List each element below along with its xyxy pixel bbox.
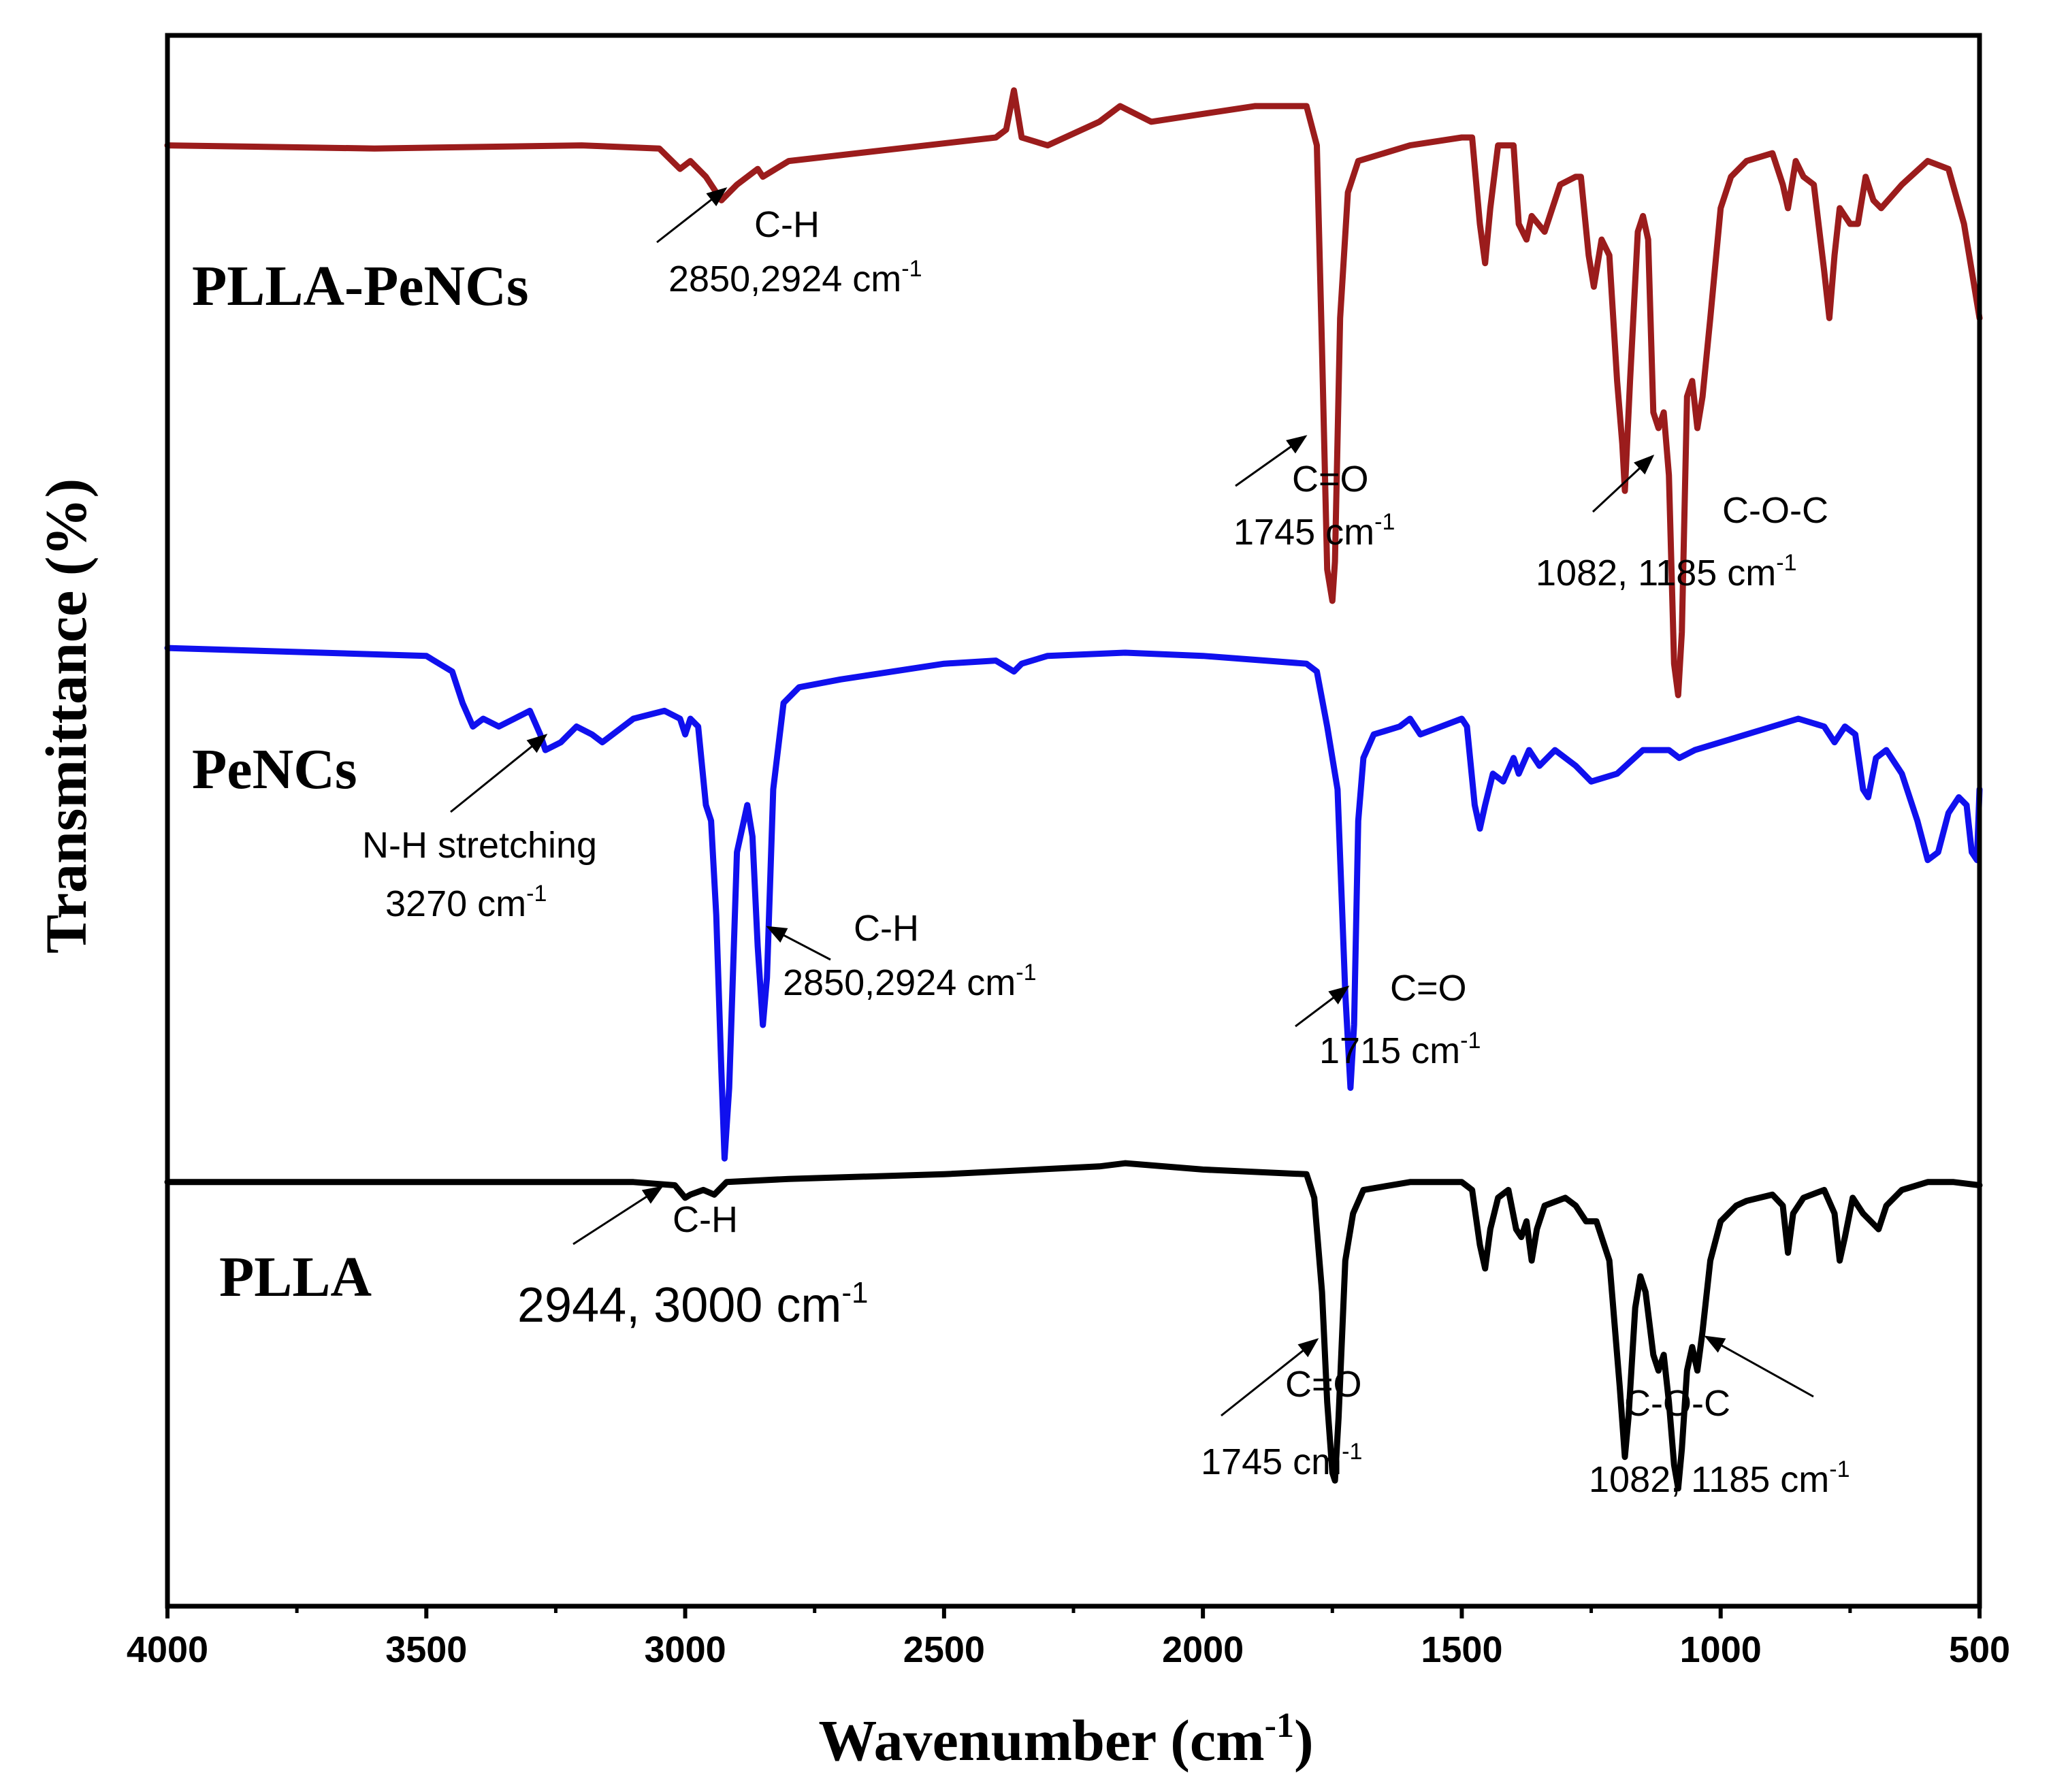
annotation-title: C=O	[1292, 459, 1369, 500]
x-tick-label: 2500	[903, 1629, 985, 1670]
annotation-value-text: 3270 cm	[385, 883, 526, 924]
annotation-value: 1082, 1185 cm-1	[1536, 550, 1796, 593]
annotation-value-sup: -1	[841, 1276, 868, 1309]
annotation-value: 1745 cm-1	[1201, 1439, 1362, 1482]
annotation-plla-pencs-co: C=O 1745 cm-1	[1233, 435, 1395, 553]
series-line-pencs	[164, 645, 1983, 1162]
annotation-arrow	[1592, 454, 1655, 513]
x-tick-label: 3000	[645, 1629, 726, 1670]
annotation-pencs-co: C=O 1715 cm-1	[1295, 968, 1481, 1071]
annotation-value-text: 1082, 1185 cm	[1536, 553, 1776, 593]
series-label-pencs: PeNCs	[192, 738, 357, 801]
series-layer	[164, 87, 1983, 1492]
annotation-arrow	[766, 926, 831, 961]
annotation-value-text: 2850,2924 cm	[783, 962, 1016, 1003]
annotations: C-H 2850,2924 cm-1 C=O 1745 cm-1 C-O-C 1…	[362, 187, 1850, 1500]
annotation-plla-co: C=O 1745 cm-1	[1201, 1338, 1362, 1482]
annotation-value: 1082, 1185 cm-1	[1589, 1456, 1850, 1500]
annotation-value: 1715 cm-1	[1319, 1028, 1481, 1071]
annotation-arrow	[1295, 985, 1350, 1028]
annotation-arrow	[1235, 435, 1308, 487]
annotation-value-text: 1745 cm	[1233, 512, 1374, 553]
annotation-arrow	[656, 187, 728, 244]
annotation-value-text: 1745 cm	[1201, 1441, 1342, 1482]
annotation-value-sup: -1	[1829, 1456, 1850, 1482]
annotation-plla-pencs-ch: C-H 2850,2924 cm-1	[656, 187, 922, 299]
x-tick-label: 3500	[385, 1629, 467, 1670]
annotation-value-sup: -1	[1776, 550, 1796, 576]
series-line-plla	[164, 1160, 1983, 1492]
series-label-plla: PLLA	[219, 1245, 372, 1309]
x-axis-title-text: Wavenumber (cm	[818, 1708, 1264, 1773]
annotation-value: 2850,2924 cm-1	[668, 256, 922, 299]
annotation-value: 2944, 3000 cm-1	[517, 1276, 868, 1333]
x-tick-label: 1000	[1680, 1629, 1762, 1670]
annotation-value-sup: -1	[901, 256, 922, 282]
annotation-plla-coc: C-O-C 1082, 1185 cm-1	[1589, 1335, 1850, 1500]
x-axis-title-sup: -1	[1265, 1706, 1294, 1745]
series-label-plla-pencs: PLLA-PeNCs	[192, 255, 529, 318]
x-tick-label: 2000	[1162, 1629, 1244, 1670]
annotation-arrow	[572, 1186, 664, 1245]
annotation-value-text: 1715 cm	[1319, 1030, 1460, 1071]
annotation-value-text: 2850,2924 cm	[668, 259, 901, 299]
annotation-value: 2850,2924 cm-1	[783, 960, 1036, 1003]
annotation-plla-ch: C-H 2944, 3000 cm-1	[517, 1186, 868, 1333]
x-axis-ticks: 4000 3500 3000 2500 2000 1500 1000 500	[127, 1606, 2010, 1670]
annotation-title: C-O-C	[1624, 1383, 1730, 1424]
annotation-value-text: 2944, 3000 cm	[517, 1278, 841, 1333]
x-tick-label: 4000	[127, 1629, 208, 1670]
annotation-arrow	[1221, 1338, 1319, 1417]
annotation-pencs-ch: C-H 2850,2924 cm-1	[766, 908, 1036, 1003]
annotation-value-sup: -1	[1460, 1028, 1481, 1054]
annotation-arrow	[1704, 1335, 1814, 1398]
annotation-title: C-H	[854, 908, 919, 949]
annotation-value-sup: -1	[526, 881, 547, 907]
annotation-plla-pencs-coc: C-O-C 1082, 1185 cm-1	[1536, 454, 1828, 593]
annotation-value-text: 1082, 1185 cm	[1589, 1459, 1829, 1500]
x-axis-title: Wavenumber (cm-1)	[818, 1706, 1313, 1773]
annotation-title: C-O-C	[1722, 490, 1828, 531]
annotation-value-sup: -1	[1374, 509, 1395, 535]
annotation-title: C=O	[1285, 1364, 1362, 1405]
annotation-title: N-H stretching	[362, 825, 597, 866]
annotation-title: C=O	[1390, 968, 1467, 1009]
annotation-value-sup: -1	[1342, 1439, 1362, 1465]
x-tick-label: 500	[1949, 1629, 2010, 1670]
annotation-value: 3270 cm-1	[385, 881, 547, 924]
x-axis-title-end: )	[1294, 1708, 1314, 1773]
annotation-value: 1745 cm-1	[1233, 509, 1395, 553]
x-tick-label: 1500	[1421, 1629, 1502, 1670]
annotation-pencs-nh: N-H stretching 3270 cm-1	[362, 734, 597, 924]
annotation-title: C-H	[754, 204, 820, 245]
annotation-value-sup: -1	[1016, 960, 1036, 985]
annotation-arrow	[450, 734, 548, 813]
series-line-plla-pencs	[164, 87, 1983, 698]
y-axis-title: Transmittance (%)	[33, 478, 99, 954]
annotation-title: C-H	[673, 1199, 738, 1240]
